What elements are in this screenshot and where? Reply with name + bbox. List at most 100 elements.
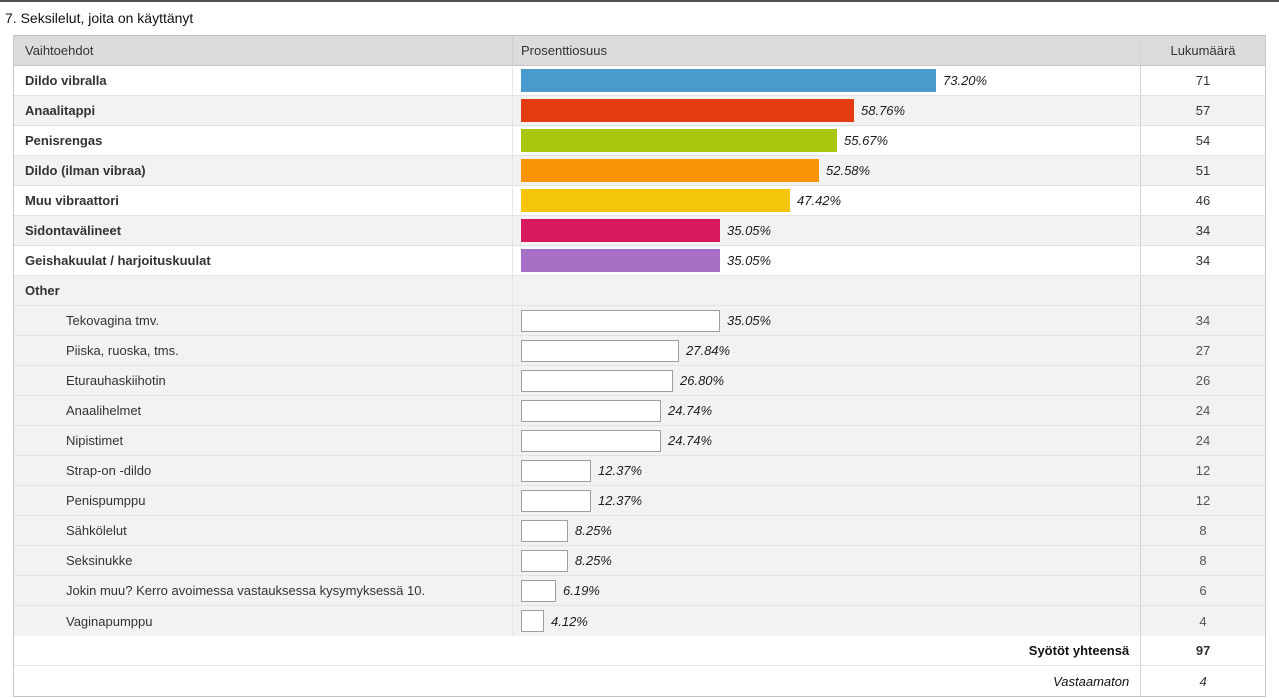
top-divider [0, 0, 1279, 2]
table-row: Penispumppu 12.37% 12 [14, 486, 1265, 516]
percent-label: 4.12% [551, 613, 588, 629]
percent-cell: 8.25% [513, 516, 1140, 545]
count-value: 71 [1140, 66, 1265, 95]
percent-label: 8.25% [575, 523, 612, 538]
option-label: Piiska, ruoska, tms. [14, 336, 513, 365]
percent-bar [521, 69, 936, 92]
option-label: Penisrengas [14, 126, 513, 155]
percent-cell [513, 276, 1140, 305]
table-row: Piiska, ruoska, tms. 27.84% 27 [14, 336, 1265, 366]
percent-label: 55.67% [844, 133, 889, 148]
table-header-row: Vaihtoehdot Prosenttiosuus Lukumäärä [14, 36, 1265, 66]
percent-label: 8.25% [575, 553, 612, 568]
table-row: Seksinukke 8.25% 8 [14, 546, 1265, 576]
footer-row-noanswer: Vastaamaton 4 [14, 666, 1265, 696]
percent-label: 6.19% [563, 583, 600, 598]
percent-bar [521, 549, 568, 572]
option-label: Penispumppu [14, 486, 513, 515]
table-row: Anaalitappi 58.76% 57 [14, 96, 1265, 126]
count-value: 24 [1140, 426, 1265, 455]
percent-label: 52.58% [826, 163, 871, 178]
percent-label: 35.05% [727, 223, 772, 238]
percent-cell: 6.19% [513, 576, 1140, 605]
table-row: Sidontavälineet 35.05% 34 [14, 216, 1265, 246]
option-label: Sähkölelut [14, 516, 513, 545]
percent-bar [521, 399, 661, 422]
count-value: 12 [1140, 486, 1265, 515]
percent-bar [521, 610, 544, 632]
percent-bar [521, 369, 673, 392]
column-header-options: Vaihtoehdot [14, 36, 513, 65]
percent-label: 24.74% [668, 433, 713, 448]
percent-cell: 35.05% [513, 216, 1140, 245]
count-value: 26 [1140, 366, 1265, 395]
table-row: Eturauhaskiihotin 26.80% 26 [14, 366, 1265, 396]
percent-bar [521, 99, 854, 122]
option-label: Dildo vibralla [14, 66, 513, 95]
option-label: Tekovagina tmv. [14, 306, 513, 335]
option-label: Geishakuulat / harjoituskuulat [14, 246, 513, 275]
page-title: 7. Seksilelut, joita on käyttänyt [5, 10, 194, 26]
count-value: 34 [1140, 216, 1265, 245]
column-header-count: Lukumäärä [1140, 36, 1265, 65]
count-value: 8 [1140, 516, 1265, 545]
option-label: Muu vibraattori [14, 186, 513, 215]
count-value: 34 [1140, 306, 1265, 335]
table-row: Tekovagina tmv. 35.05% 34 [14, 306, 1265, 336]
percent-cell: 73.20% [513, 66, 1140, 95]
percent-bar [521, 159, 819, 182]
option-label: Jokin muu? Kerro avoimessa vastauksessa … [14, 576, 513, 605]
table-row: Other [14, 276, 1265, 306]
count-value: 12 [1140, 456, 1265, 485]
table-row: Dildo (ilman vibraa) 52.58% 51 [14, 156, 1265, 186]
percent-cell: 12.37% [513, 456, 1140, 485]
count-value: 27 [1140, 336, 1265, 365]
option-label: Dildo (ilman vibraa) [14, 156, 513, 185]
percent-cell: 24.74% [513, 396, 1140, 425]
footer-row-total: Syötöt yhteensä 97 [14, 636, 1265, 666]
percent-label: 58.76% [861, 103, 906, 118]
count-value: 54 [1140, 126, 1265, 155]
count-value: 8 [1140, 546, 1265, 575]
table-row: Vaginapumppu 4.12% 4 [14, 606, 1265, 636]
percent-bar [521, 249, 720, 272]
percent-label: 35.05% [727, 253, 772, 268]
percent-label: 47.42% [797, 193, 842, 208]
percent-bar [521, 309, 720, 332]
results-table: Vaihtoehdot Prosenttiosuus Lukumäärä Dil… [13, 35, 1266, 697]
table-row: Dildo vibralla 73.20% 71 [14, 66, 1265, 96]
table-row: Nipistimet 24.74% 24 [14, 426, 1265, 456]
percent-label: 26.80% [680, 373, 725, 388]
option-label: Anaalitappi [14, 96, 513, 125]
footer-noanswer-count: 4 [1140, 666, 1265, 696]
count-value: 4 [1140, 606, 1265, 636]
percent-cell: 35.05% [513, 306, 1140, 335]
percent-cell: 58.76% [513, 96, 1140, 125]
percent-label: 27.84% [686, 343, 731, 358]
percent-bar [521, 219, 720, 242]
count-value: 51 [1140, 156, 1265, 185]
percent-cell: 47.42% [513, 186, 1140, 215]
option-label: Strap-on -dildo [14, 456, 513, 485]
table-row: Strap-on -dildo 12.37% 12 [14, 456, 1265, 486]
footer-total-count: 97 [1140, 636, 1265, 665]
percent-cell: 27.84% [513, 336, 1140, 365]
option-label: Anaalihelmet [14, 396, 513, 425]
percent-bar [521, 339, 679, 362]
table-row: Geishakuulat / harjoituskuulat 35.05% 34 [14, 246, 1265, 276]
option-label: Sidontavälineet [14, 216, 513, 245]
column-header-percentage: Prosenttiosuus [521, 43, 607, 58]
percent-cell: 52.58% [513, 156, 1140, 185]
percent-label: 12.37% [598, 493, 643, 508]
table-row: Penisrengas 55.67% 54 [14, 126, 1265, 156]
percent-bar [521, 459, 591, 482]
percent-bar [521, 189, 790, 212]
percent-cell: 4.12% [513, 606, 1140, 636]
percent-bar [521, 519, 568, 542]
table-row: Muu vibraattori 47.42% 46 [14, 186, 1265, 216]
footer-total-label: Syötöt yhteensä [1028, 643, 1130, 658]
count-value: 34 [1140, 246, 1265, 275]
percent-cell: 55.67% [513, 126, 1140, 155]
percent-cell: 8.25% [513, 546, 1140, 575]
option-label: Vaginapumppu [14, 606, 513, 636]
